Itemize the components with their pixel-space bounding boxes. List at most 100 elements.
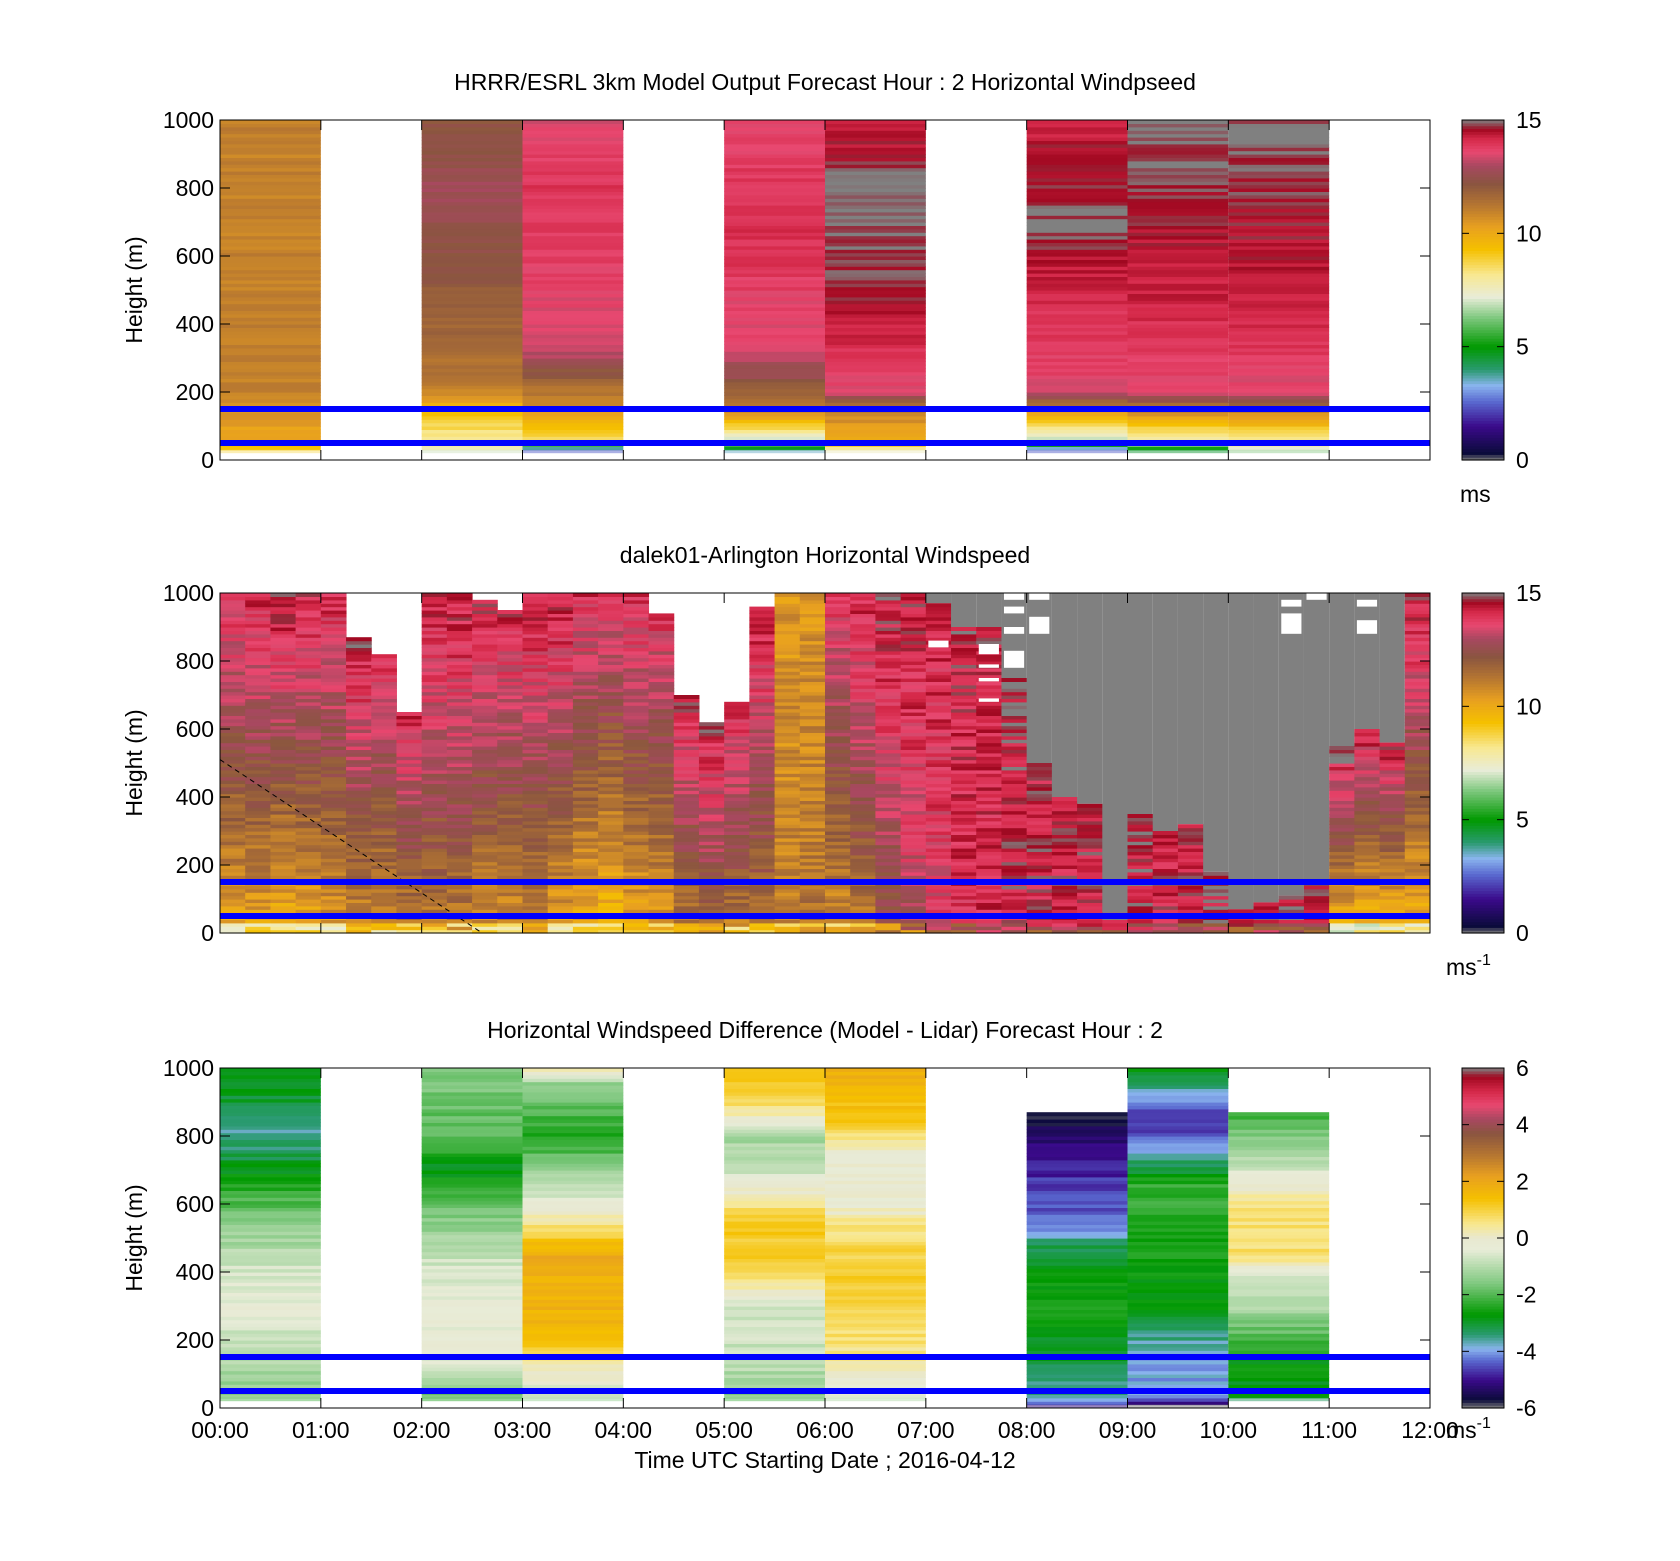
data-cell (547, 909, 574, 914)
data-cell (825, 854, 851, 859)
data-cell (1354, 875, 1381, 880)
data-cell (925, 817, 952, 822)
data-cell (572, 644, 599, 648)
data-cell (522, 603, 549, 608)
data-cell (951, 766, 977, 771)
data-cell (875, 868, 902, 873)
data-cell (220, 266, 321, 271)
data-cell (421, 800, 448, 805)
missing-cell (1281, 613, 1302, 634)
data-cell (220, 1210, 321, 1215)
data-cell (598, 759, 624, 764)
data-cell (673, 763, 700, 767)
data-cell (320, 875, 347, 880)
data-cell (1404, 892, 1431, 897)
data-cell (472, 732, 498, 737)
data-cell (446, 929, 473, 934)
data-cell (825, 361, 926, 366)
data-cell (900, 691, 927, 696)
colorbar-segment (1462, 264, 1504, 268)
no-data-cell (1354, 593, 1380, 729)
data-cell (421, 286, 523, 291)
data-cell (1404, 623, 1431, 628)
data-cell (245, 885, 271, 890)
data-cell (1127, 252, 1229, 257)
data-cell (572, 732, 599, 737)
data-cell (724, 415, 825, 420)
data-cell (1177, 902, 1204, 907)
data-cell (1177, 827, 1204, 832)
data-cell (1228, 320, 1330, 325)
data-cell (673, 841, 700, 846)
data-cell (396, 885, 423, 890)
data-cell (220, 337, 321, 342)
colorbar-frame (1461, 592, 1505, 934)
data-cell (724, 412, 825, 417)
data-cell (1127, 120, 1229, 124)
data-cell (825, 899, 851, 903)
data-cell (1228, 164, 1330, 169)
data-cell (875, 800, 902, 805)
data-cell (1303, 905, 1330, 910)
colorbar-segment (1462, 414, 1504, 419)
data-cell (648, 844, 675, 849)
data-cell (220, 1132, 321, 1137)
data-cell (497, 814, 523, 818)
data-cell (295, 746, 322, 750)
data-column (220, 593, 246, 934)
data-cell (850, 746, 876, 750)
data-cell (951, 861, 977, 866)
data-cell (724, 351, 825, 356)
data-cell (724, 725, 750, 730)
data-cell (1354, 831, 1381, 835)
data-cell (925, 661, 952, 665)
data-cell (925, 603, 952, 608)
data-cell (925, 831, 952, 835)
data-cell (850, 820, 876, 825)
data-cell (320, 667, 347, 672)
data-cell (371, 793, 397, 798)
data-cell (648, 861, 675, 866)
data-cell (446, 807, 473, 812)
data-cell (1077, 831, 1103, 835)
colorbar-segment (1462, 771, 1504, 775)
data-cell (925, 715, 952, 720)
data-cell (976, 695, 1002, 699)
data-cell (724, 919, 750, 924)
data-cell (245, 922, 271, 927)
data-cell (825, 232, 926, 237)
data-cell (245, 705, 271, 710)
data-cell (270, 814, 297, 818)
data-cell (925, 633, 952, 638)
colorbar-segment (1462, 406, 1504, 410)
data-cell (900, 749, 927, 754)
data-cell (572, 905, 599, 910)
data-cell (421, 780, 448, 784)
data-cell (547, 640, 574, 645)
data-cell (623, 865, 650, 869)
data-cell (421, 871, 448, 876)
data-cell (1026, 858, 1053, 863)
data-cell (1404, 899, 1431, 903)
data-cell (1228, 130, 1330, 135)
data-cell (572, 674, 599, 679)
data-cell (1404, 786, 1431, 791)
data-cell (900, 657, 927, 662)
data-cell (1379, 749, 1406, 754)
data-cell (220, 1166, 321, 1171)
data-cell (421, 1370, 523, 1375)
data-cell (245, 606, 271, 611)
data-cell (1177, 871, 1204, 876)
data-cell (1354, 773, 1381, 778)
data-cell (774, 783, 801, 788)
data-cell (623, 633, 650, 638)
data-cell (976, 667, 1002, 672)
data-cell (245, 793, 271, 798)
colorbar-segment (1462, 154, 1504, 158)
data-cell (497, 684, 523, 689)
data-cell (421, 1068, 523, 1072)
data-cell (850, 824, 876, 829)
data-cell (673, 776, 700, 781)
data-cell (1077, 834, 1103, 839)
data-cell (270, 647, 297, 652)
